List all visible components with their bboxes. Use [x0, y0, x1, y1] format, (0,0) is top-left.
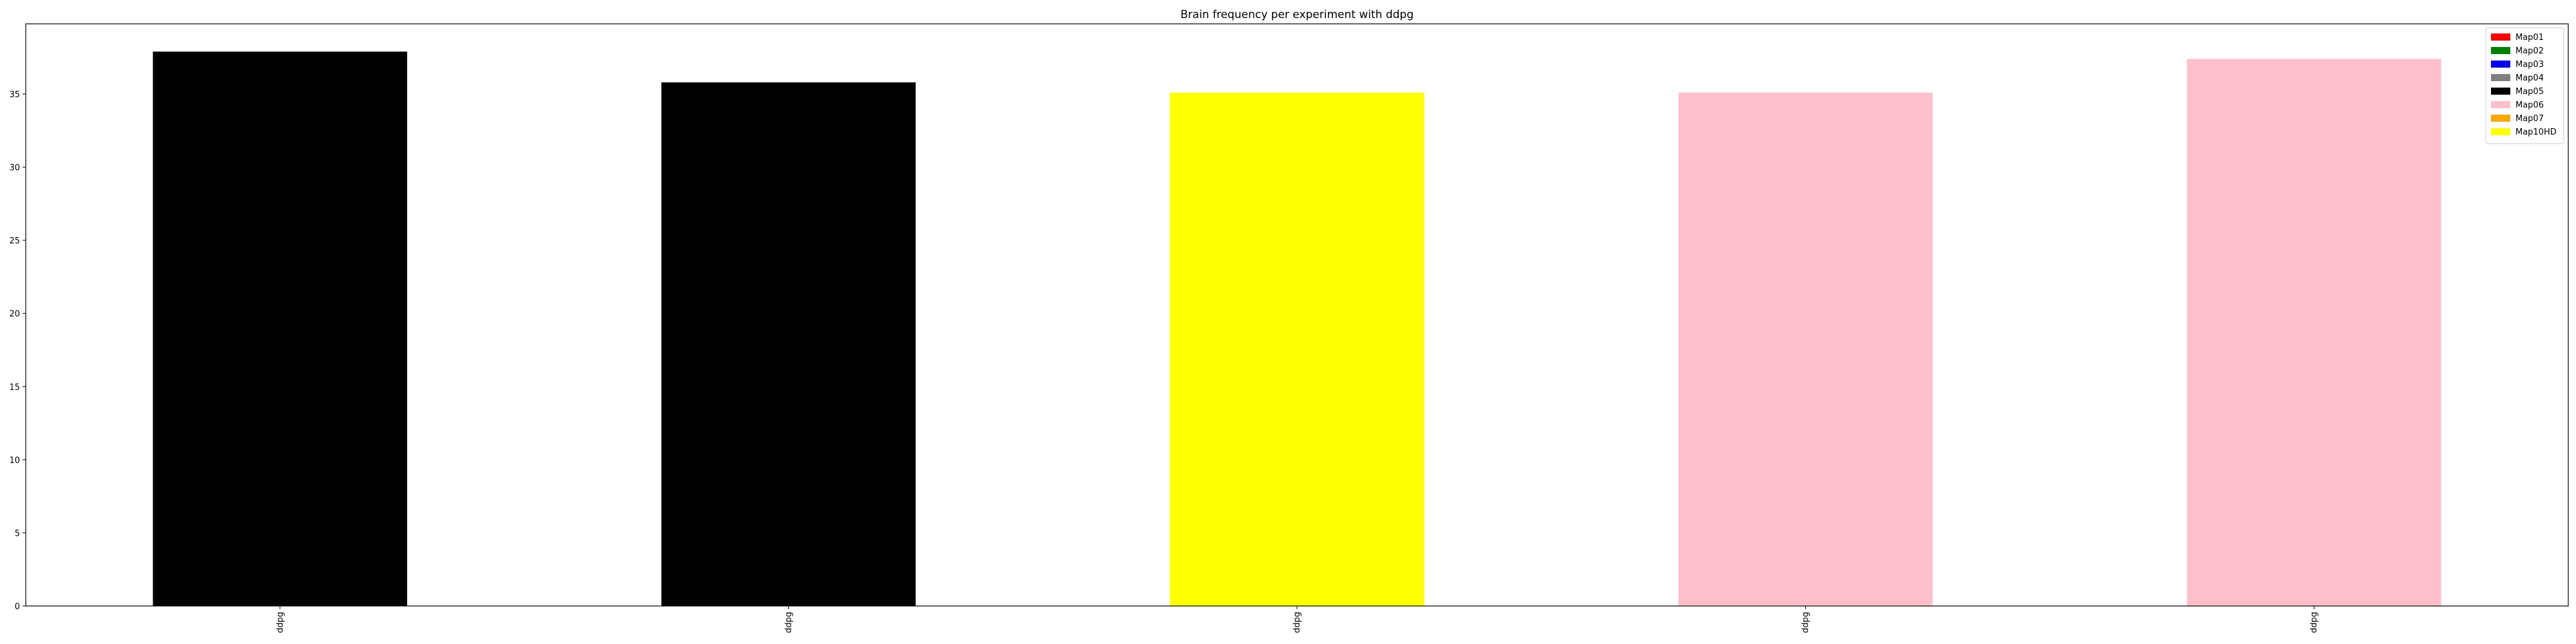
bar-3	[1170, 92, 1425, 606]
legend-label: Map03	[2515, 60, 2544, 70]
legend: Map01 Map02 Map03 Map04 Map05 Map06 Map07 Map10…	[2485, 27, 2564, 144]
legend-label: Map02	[2515, 46, 2544, 56]
legend-label: Map05	[2515, 87, 2544, 97]
legend-swatch	[2491, 47, 2510, 54]
bar-4	[1678, 92, 1933, 606]
bars-layer	[153, 52, 2441, 607]
x-tick-label: ddpg	[1293, 612, 1302, 633]
x-tick-label: ddpg	[276, 612, 285, 633]
y-tick-label: 30	[9, 164, 20, 173]
legend-label: Map06	[2515, 100, 2544, 110]
legend-swatch	[2491, 101, 2510, 108]
x-tick-label: ddpg	[784, 612, 793, 633]
bar-5	[2186, 59, 2441, 606]
y-tick-label: 35	[9, 90, 20, 100]
legend-swatch	[2491, 61, 2510, 68]
x-tick-label: ddpg	[1801, 612, 1811, 633]
bar-2	[661, 82, 916, 607]
legend-swatch	[2491, 33, 2510, 41]
legend-swatch	[2491, 88, 2510, 95]
y-tick-label: 15	[9, 383, 20, 392]
y-tick-label: 0	[15, 602, 20, 612]
legend-label: Map10HD	[2515, 128, 2557, 137]
chart-title: Brain frequency per experiment with ddpg	[1180, 8, 1414, 21]
legend-label: Map01	[2515, 33, 2544, 43]
legend-swatch	[2491, 128, 2510, 135]
bar-1	[153, 52, 408, 607]
axes-layer: 0 5 10 15 20 25 30 35 ddpg ddpg ddpg ddpg ddpg	[9, 23, 2569, 633]
legend-label: Map07	[2515, 114, 2544, 124]
legend-frame	[2485, 27, 2564, 144]
legend-label: Map04	[2515, 73, 2544, 83]
y-tick-label: 10	[9, 456, 20, 466]
y-tick-label: 20	[9, 310, 20, 319]
y-tick-label: 5	[15, 529, 20, 538]
legend-swatch	[2491, 115, 2510, 122]
legend-swatch	[2491, 74, 2510, 81]
y-tick-label: 25	[9, 236, 20, 246]
x-tick-label: ddpg	[2309, 612, 2319, 633]
